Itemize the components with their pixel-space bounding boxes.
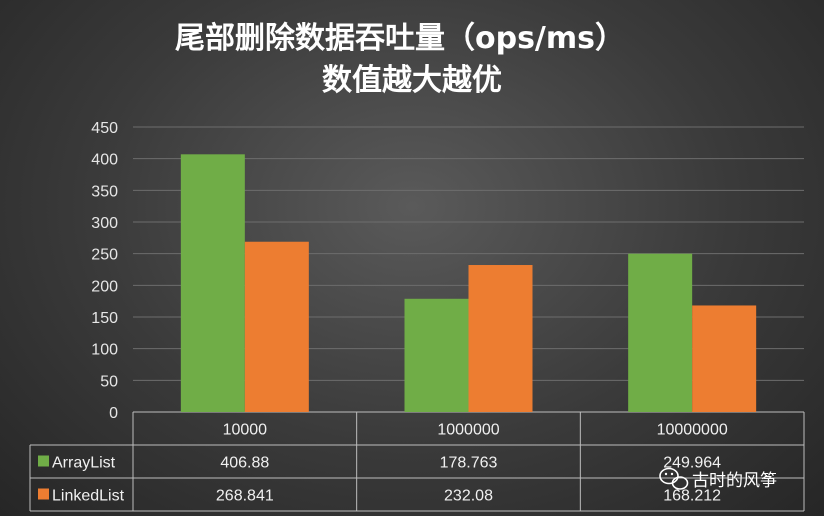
- watermark: 古时的风筝: [659, 467, 777, 491]
- legend-swatch: [38, 488, 49, 500]
- legend-entry: ArrayList: [52, 455, 116, 472]
- x-tick-label: 1000000: [437, 422, 499, 439]
- bar-linkedlist-10000: [244, 241, 309, 412]
- y-tick-label: 50: [100, 373, 118, 390]
- data-table: 10000 1000000 10000000 ArrayList 406.88 178.7…: [29, 412, 805, 512]
- data-label: 249.964: [663, 455, 721, 472]
- y-tick-label: 300: [91, 215, 118, 232]
- data-label: 268.841: [216, 488, 274, 505]
- bar-linkedlist-10000000: [692, 305, 757, 412]
- bar-arraylist-1000000: [404, 298, 469, 412]
- data-label: 168.212: [663, 488, 721, 505]
- y-axis: 0 50 100 150 200 250 300 350 400 450: [91, 120, 118, 422]
- chart-subtitle: 数值越大越优: [322, 63, 502, 98]
- legend-entry: LinkedList: [52, 488, 125, 505]
- bar-arraylist-10000000: [628, 253, 693, 412]
- data-label: 232.08: [444, 488, 493, 505]
- y-tick-label: 450: [91, 120, 118, 137]
- y-tick-label: 150: [91, 310, 118, 327]
- chart-title: 尾部删除数据吞吐量（ops/ms）: [175, 21, 625, 56]
- data-label: 406.88: [220, 455, 269, 472]
- wechat-icon: [659, 467, 689, 490]
- y-tick-label: 0: [109, 405, 118, 422]
- x-tick-label: 10000: [223, 422, 268, 439]
- bar-arraylist-10000: [180, 154, 245, 412]
- y-tick-label: 200: [91, 278, 118, 295]
- bar-linkedlist-1000000: [468, 265, 533, 412]
- y-tick-label: 250: [91, 247, 118, 264]
- data-label: 178.763: [440, 455, 498, 472]
- legend-swatch: [38, 455, 49, 467]
- bars: [180, 154, 757, 412]
- watermark-text: 古时的风筝: [692, 471, 777, 491]
- y-tick-label: 350: [91, 183, 118, 200]
- y-tick-label: 400: [91, 152, 118, 169]
- x-tick-label: 10000000: [657, 422, 728, 439]
- y-tick-label: 100: [91, 342, 118, 359]
